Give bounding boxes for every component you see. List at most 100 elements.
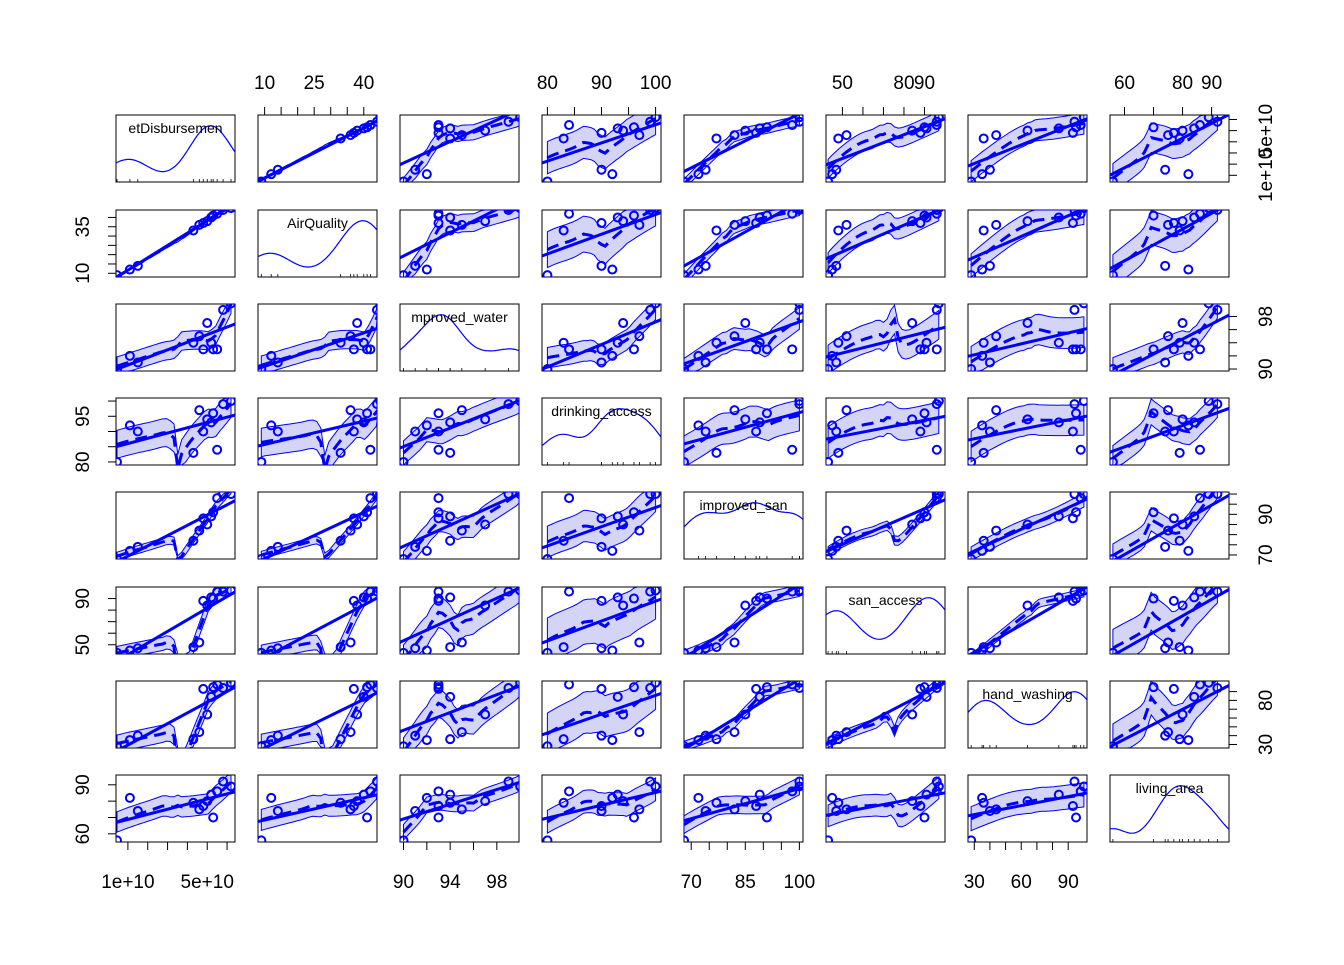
data-point: [258, 835, 267, 842]
data-point: [1194, 444, 1205, 455]
density-curve: [116, 125, 235, 173]
panel-content: [258, 775, 377, 842]
axis-tick-label: 90: [1201, 73, 1222, 94]
smoother-line: [1112, 492, 1216, 557]
data-point: [365, 444, 376, 455]
data-point: [116, 456, 122, 465]
panel-frame: [399, 114, 520, 183]
data-point: [410, 426, 421, 437]
data-point: [375, 681, 377, 687]
smoother-line: [406, 587, 519, 654]
panel-4-4: improved_san: [683, 491, 804, 560]
data-point: [607, 545, 618, 556]
data-point: [1053, 212, 1064, 223]
data-point: [978, 337, 989, 348]
panel-6-0: [115, 680, 236, 749]
data-point: [931, 776, 942, 787]
data-point: [833, 797, 844, 808]
data-point: [693, 350, 704, 361]
data-point: [445, 535, 456, 546]
panel-frame: [825, 680, 946, 749]
data-point: [711, 337, 722, 348]
data-point: [628, 344, 639, 355]
data-point: [445, 447, 456, 458]
confidence-band: [970, 115, 1085, 182]
panel-content: [258, 398, 377, 465]
bottom-x-axis-4: 70 85 100: [681, 841, 815, 893]
data-point: [634, 637, 645, 648]
data-point: [1053, 337, 1064, 348]
data-point: [258, 554, 267, 559]
data-point: [1069, 492, 1080, 500]
data-point: [362, 812, 373, 823]
data-point: [348, 344, 359, 355]
data-point: [1022, 216, 1033, 227]
data-point: [978, 642, 989, 653]
data-point: [1110, 364, 1118, 371]
data-point: [921, 691, 932, 702]
data-point: [711, 447, 722, 458]
data-point: [188, 447, 199, 458]
data-point: [124, 545, 135, 556]
panel-frame: [1109, 491, 1230, 560]
data-point: [226, 210, 235, 214]
data-point: [1174, 642, 1185, 653]
data-point: [978, 133, 989, 144]
panel-content: [968, 210, 1087, 277]
data-point: [433, 120, 444, 131]
data-point: [761, 344, 772, 355]
variable-label: san_access: [849, 592, 923, 608]
left-y-axis-3: 80 95: [73, 400, 116, 473]
linear-fit-line: [400, 492, 519, 550]
data-point: [700, 357, 711, 368]
confidence-band: [403, 681, 519, 748]
data-point: [503, 399, 514, 410]
data-point: [272, 541, 283, 552]
smoother-line: [116, 402, 233, 465]
data-point: [628, 682, 639, 693]
axis-tick-label: 60: [73, 823, 94, 844]
data-point: [352, 796, 363, 807]
panel-content: [1110, 115, 1229, 182]
axis-tick-label: 90: [1256, 358, 1277, 379]
data-point: [761, 593, 772, 604]
smoother-line: [827, 494, 940, 553]
data-point: [358, 691, 369, 702]
smoother-line: [402, 782, 519, 834]
panel-frame: [1109, 303, 1230, 372]
data-point: [1069, 304, 1080, 315]
panel-frame: [1109, 209, 1230, 278]
data-point: [266, 420, 277, 431]
linear-fit-line: [260, 691, 377, 748]
panel-frame: [683, 114, 804, 183]
variable-label: mproved_water: [411, 309, 508, 325]
data-point: [515, 781, 519, 792]
data-point: [841, 405, 852, 416]
linear-fit-line: [258, 793, 377, 824]
data-point: [564, 210, 575, 219]
panel-6-4: [683, 680, 804, 749]
data-point: [400, 741, 409, 748]
panel-content: [1110, 681, 1229, 748]
panel-frame: [541, 680, 662, 749]
axis-tick-label: 70: [1256, 544, 1277, 565]
linear-fit-line: [826, 791, 945, 817]
data-point: [596, 164, 607, 175]
data-point: [907, 796, 918, 807]
data-point: [1174, 337, 1185, 348]
axis-tick-label: 95: [73, 406, 94, 427]
data-point: [1148, 210, 1159, 221]
data-point: [693, 792, 704, 803]
data-point: [194, 525, 205, 536]
panel-content: [542, 304, 661, 371]
panel-frame: [825, 397, 946, 466]
axis-tick-label: 80: [1172, 73, 1193, 94]
panel-6-7: [1109, 680, 1230, 749]
data-point: [503, 683, 514, 694]
data-point: [826, 554, 834, 559]
smoother-line: [827, 416, 940, 444]
bottom-x-axis-0: 1e+10 5e+10: [101, 841, 234, 893]
confidence-band: [970, 210, 1085, 277]
data-point: [1022, 796, 1033, 807]
data-point: [933, 304, 944, 309]
